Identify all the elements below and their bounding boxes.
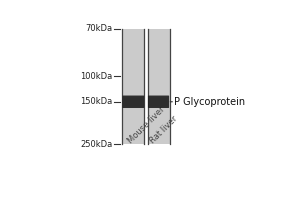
Bar [148,29,170,144]
Text: P Glycoprotein: P Glycoprotein [173,97,244,107]
Text: 70kDa: 70kDa [85,24,112,33]
FancyBboxPatch shape [148,96,169,108]
FancyBboxPatch shape [124,97,143,106]
FancyBboxPatch shape [149,97,168,106]
Text: 100kDa: 100kDa [80,72,112,81]
Bar [122,29,145,144]
Text: Rat liver: Rat liver [148,114,180,146]
FancyBboxPatch shape [122,96,144,108]
Text: 150kDa: 150kDa [80,97,112,106]
Text: Mouse liver: Mouse liver [127,105,167,146]
Text: 250kDa: 250kDa [80,140,112,149]
